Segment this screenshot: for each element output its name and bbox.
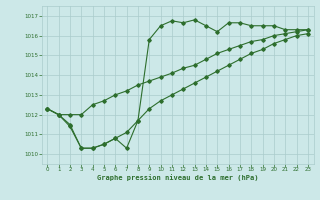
X-axis label: Graphe pression niveau de la mer (hPa): Graphe pression niveau de la mer (hPa) <box>97 174 258 181</box>
